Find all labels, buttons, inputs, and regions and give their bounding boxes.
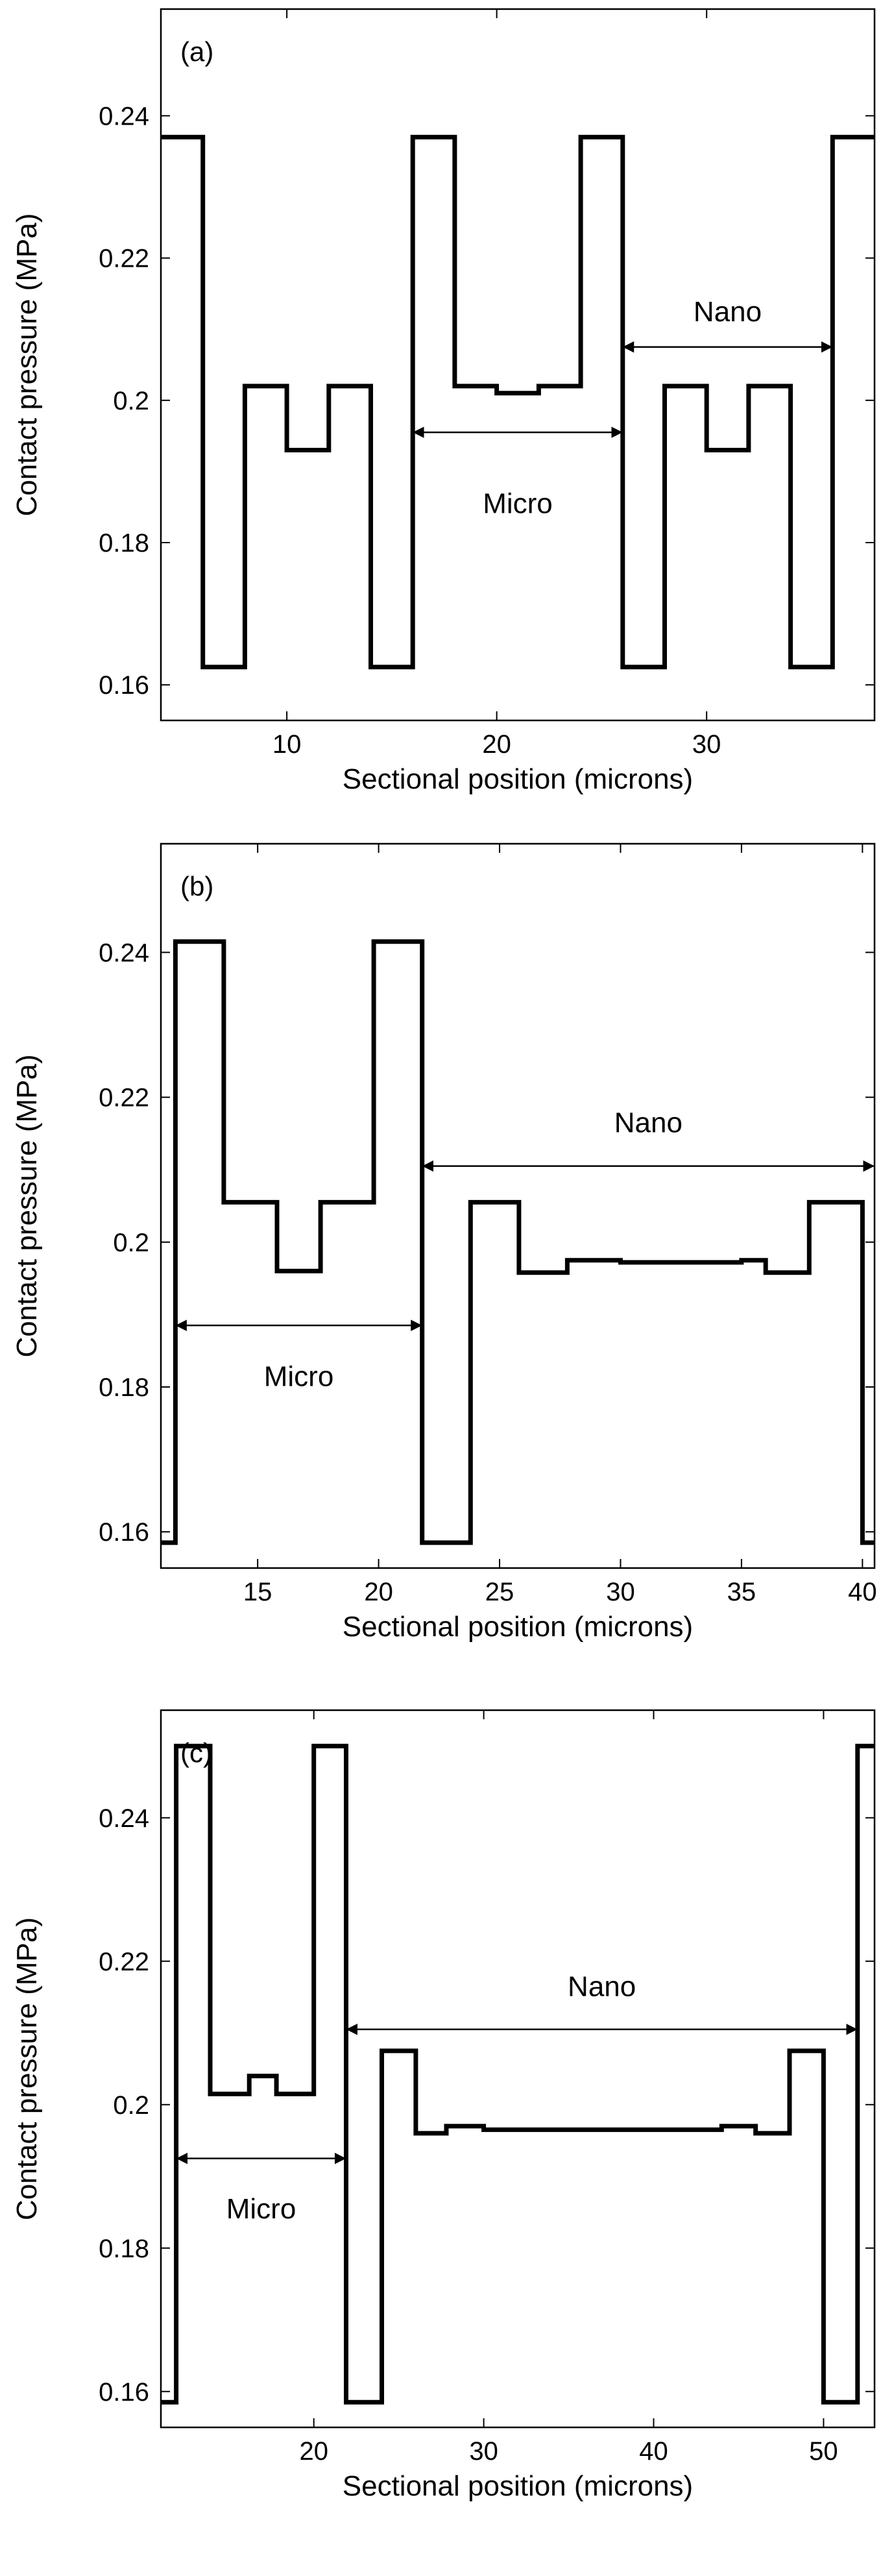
y-tick-label: 0.24: [99, 1804, 149, 1833]
x-tick-label: 30: [692, 730, 721, 759]
y-tick-label: 0.18: [99, 529, 149, 558]
annotation-label-nano: Nano: [568, 1970, 636, 2002]
annotation-label-micro: Micro: [226, 2193, 296, 2225]
y-tick-label: 0.24: [99, 102, 149, 130]
y-tick-label: 0.2: [113, 1229, 149, 1257]
y-tick-label: 0.2: [113, 2091, 149, 2120]
y-tick-label: 0.22: [99, 245, 149, 273]
series-line-pressure: [161, 939, 875, 1545]
panel-label: (a): [180, 36, 213, 67]
x-tick-label: 15: [243, 1578, 272, 1606]
chart-panel-2: 15 20 25 30 35 40 0.16 0.18 0.2 0.22 0.24 Sectional…: [11, 842, 877, 1643]
x-axis-title: Sectional position (microns): [343, 1611, 693, 1643]
x-tick-label: 40: [848, 1578, 877, 1606]
plot-frame: [160, 8, 876, 722]
x-tick-label: 20: [299, 2437, 328, 2466]
y-tick-label: 0.16: [99, 2378, 149, 2407]
series-line-pressure: [161, 1743, 875, 2405]
x-tick-label: 20: [364, 1578, 393, 1606]
plot-frame: [160, 1709, 876, 2429]
y-axis-title: Contact pressure (MPa): [11, 1917, 43, 2220]
x-tick-label: 25: [485, 1578, 514, 1606]
y-axis-title: Contact pressure (MPa): [11, 213, 43, 516]
y-tick-label: 0.24: [99, 938, 149, 967]
y-tick-label: 0.16: [99, 671, 149, 700]
x-tick-label: 20: [482, 730, 511, 759]
x-axis-title: Sectional position (microns): [343, 2470, 693, 2502]
y-axis-title: Contact pressure (MPa): [11, 1054, 43, 1357]
series-line-pressure: [161, 134, 875, 670]
plot-frame: [160, 842, 876, 1569]
y-tick-label: 0.18: [99, 1373, 149, 1402]
x-tick-label: 35: [727, 1578, 756, 1606]
y-tick-label: 0.16: [99, 1518, 149, 1547]
x-tick-label: 30: [469, 2437, 498, 2466]
panel-label: (c): [180, 1737, 212, 1768]
y-tick-label: 0.22: [99, 1948, 149, 1976]
x-tick-label: 40: [639, 2437, 668, 2466]
annotation-label-micro: Micro: [483, 488, 553, 520]
x-tick-label: 30: [606, 1578, 635, 1606]
annotation-label-micro: Micro: [264, 1360, 334, 1392]
y-tick-label: 0.2: [113, 387, 149, 415]
annotation-label-nano: Nano: [614, 1107, 683, 1139]
y-tick-label: 0.22: [99, 1084, 149, 1112]
chart-panel-1: 10 20 30 0.16 0.18 0.2 0.22 0.24 Sectional posit…: [11, 8, 876, 795]
x-tick-label: 50: [809, 2437, 838, 2466]
panel-label: (b): [180, 871, 213, 902]
annotation-label-nano: Nano: [694, 296, 762, 328]
chart-panel-3: 20 30 40 50 0.16 0.18 0.2 0.22 0.24 Sectional pos…: [11, 1709, 876, 2502]
y-tick-label: 0.18: [99, 2235, 149, 2263]
x-tick-label: 10: [272, 730, 302, 759]
x-axis-title: Sectional position (microns): [343, 763, 693, 795]
